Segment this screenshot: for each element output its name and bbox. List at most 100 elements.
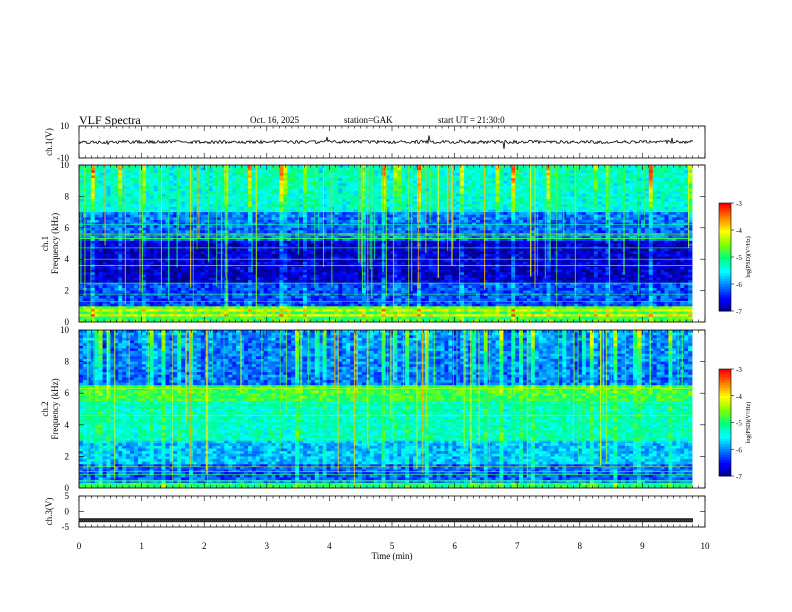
ch1-spectrogram-cell bbox=[122, 167, 127, 171]
ch1-spectrogram-cell bbox=[306, 222, 312, 226]
ch1-spectrogram-cell bbox=[420, 167, 426, 171]
ch1-spectrogram-cell bbox=[585, 165, 591, 169]
ch1-spectrogram-cell bbox=[570, 167, 575, 171]
ch1-spectrogram-cell bbox=[271, 222, 276, 226]
ch1-spectrogram-cell bbox=[263, 188, 269, 192]
ch1-spectrogram-cell bbox=[153, 209, 158, 213]
ch1-spectrogram-cell bbox=[342, 230, 347, 234]
ch1-spectrogram-cell bbox=[413, 240, 418, 244]
ch1-spectrogram-cell bbox=[471, 209, 477, 213]
ch1-spectrogram-cell bbox=[342, 191, 347, 195]
ch1-spectrogram-cell bbox=[373, 196, 379, 200]
ch1-spectrogram-cell bbox=[676, 243, 681, 247]
ch1-spectrogram-cell bbox=[98, 201, 103, 205]
ch1-spectrogram-cell bbox=[672, 188, 677, 192]
ch1-spectrogram-cell bbox=[456, 209, 461, 213]
ch1-spectrogram-cell bbox=[169, 199, 174, 203]
ch1-spectrogram-cell bbox=[204, 222, 210, 226]
ch1-spectrogram-cell bbox=[468, 240, 473, 244]
ch1-spectrogram-cell bbox=[656, 204, 661, 208]
ch1-spectrogram-cell bbox=[322, 196, 327, 200]
ch1-spectrogram-cell bbox=[90, 240, 96, 244]
ch1-spectrogram-cell bbox=[318, 212, 324, 216]
ch1-spectrogram-cell bbox=[228, 178, 233, 182]
ch1-spectrogram-cell bbox=[299, 243, 304, 247]
ch1-spectrogram-cell bbox=[134, 225, 139, 229]
ch1-spectrogram-cell bbox=[228, 167, 233, 171]
ch1-spectrogram-cell bbox=[491, 217, 496, 221]
ch1-spectrogram-cell bbox=[322, 214, 327, 218]
ch1-spectrogram-cell bbox=[279, 217, 284, 221]
ch1-spectrogram-cell bbox=[267, 243, 272, 247]
ch1-spectrogram-cell bbox=[86, 172, 92, 176]
ch1-spectrogram-cell bbox=[526, 243, 532, 247]
ch1-spectrogram-cell bbox=[629, 183, 634, 187]
ch1-spectrogram-cell bbox=[460, 185, 465, 189]
ch1-spectrogram-cell bbox=[287, 199, 292, 203]
ch1-spectrogram-cell bbox=[295, 219, 300, 223]
ch1-spectrogram-cell bbox=[385, 227, 390, 231]
ch1-spectrogram-cell bbox=[259, 201, 265, 205]
ch1-spectrogram-cell bbox=[581, 222, 587, 226]
ch1-spectrogram-cell bbox=[161, 188, 166, 192]
ch1-spectrogram-cell bbox=[452, 225, 457, 229]
ch1-spectrogram-cell bbox=[605, 214, 610, 218]
ch1-spectrogram-cell bbox=[279, 175, 284, 179]
ch1-spectrogram-cell bbox=[680, 201, 685, 205]
ch1-spectrogram-cell bbox=[401, 230, 406, 234]
ch1-spectrogram-cell bbox=[688, 217, 693, 221]
ch1-spectrogram-cell bbox=[405, 165, 410, 169]
ch1-spectrogram-cell bbox=[291, 191, 296, 195]
ch1-spectrogram-cell bbox=[601, 219, 606, 223]
ch1-spectrogram-cell bbox=[613, 172, 618, 176]
ch1-spectrogram-cell bbox=[656, 165, 661, 169]
ch1-spectrogram-cell bbox=[471, 225, 477, 229]
ch1-spectrogram-cell bbox=[452, 183, 457, 187]
ch1-spectrogram-cell bbox=[106, 212, 111, 216]
ch1-spectrogram-cell bbox=[668, 238, 673, 242]
ch1-spectrogram-cell bbox=[475, 214, 481, 218]
ch1-spectrogram-cell bbox=[208, 219, 213, 223]
ch1-spectrogram-cell bbox=[90, 196, 96, 200]
ch1-spectrogram-cell bbox=[605, 170, 610, 174]
ch1-spectrogram-cell bbox=[684, 206, 689, 210]
ch1-spectrogram-cell bbox=[491, 204, 496, 208]
ch1-spectrogram-cell bbox=[660, 188, 665, 192]
ch1-spectrogram-cell bbox=[106, 167, 111, 171]
ch1-spectrogram-cell bbox=[299, 196, 304, 200]
ch1-spectrogram-cell bbox=[275, 183, 280, 187]
ch1-spectrogram-cell bbox=[110, 196, 115, 200]
ch1-spectrogram-cell bbox=[385, 175, 390, 179]
ch1-spectrogram-cell bbox=[613, 209, 618, 213]
ch1-spectrogram-cell bbox=[318, 219, 324, 223]
ch1-spectrogram-cell bbox=[534, 188, 540, 192]
ch1-spectrogram-cell bbox=[597, 185, 603, 189]
ch1-spectrogram-cell bbox=[334, 206, 339, 210]
ch1-spectrogram-cell bbox=[98, 167, 103, 171]
ch1-spectrogram-cell bbox=[460, 196, 465, 200]
ch1-spectrogram-cell bbox=[240, 214, 245, 218]
ch1-spectrogram-cell bbox=[263, 227, 269, 231]
ch1-spectrogram-cell bbox=[511, 219, 516, 223]
ch1-spectrogram-cell bbox=[169, 193, 174, 197]
ch1-spectrogram-cell bbox=[385, 199, 390, 203]
ch1-spectrogram-cell bbox=[393, 196, 398, 200]
ch1-spectrogram-cell bbox=[314, 199, 320, 203]
ch1-spectrogram-cell bbox=[585, 230, 591, 234]
ch1-spectrogram-cell bbox=[326, 188, 331, 192]
ch1-spectrogram-cell bbox=[173, 165, 178, 169]
ch1-spectrogram-cell bbox=[350, 204, 355, 208]
ch1-spectrogram-cell bbox=[354, 222, 359, 226]
ch1-spectrogram-cell bbox=[625, 188, 630, 192]
ch1-spectrogram-cell bbox=[530, 214, 536, 218]
ch1-spectrogram-cell bbox=[633, 209, 638, 213]
ch1-spectrogram-cell bbox=[259, 172, 265, 176]
ch1-spectrogram-cell bbox=[393, 172, 398, 176]
ch1-spectrogram-cell bbox=[593, 188, 599, 192]
ch1-spectrogram-cell bbox=[86, 167, 92, 171]
ch1-spectrogram-cell bbox=[200, 204, 206, 208]
ch1-spectrogram-cell bbox=[515, 238, 520, 242]
ch1-spectrogram-cell bbox=[153, 225, 158, 229]
ch1-spectrogram-cell bbox=[633, 183, 638, 187]
ch1-spectrogram-cell bbox=[141, 238, 147, 242]
